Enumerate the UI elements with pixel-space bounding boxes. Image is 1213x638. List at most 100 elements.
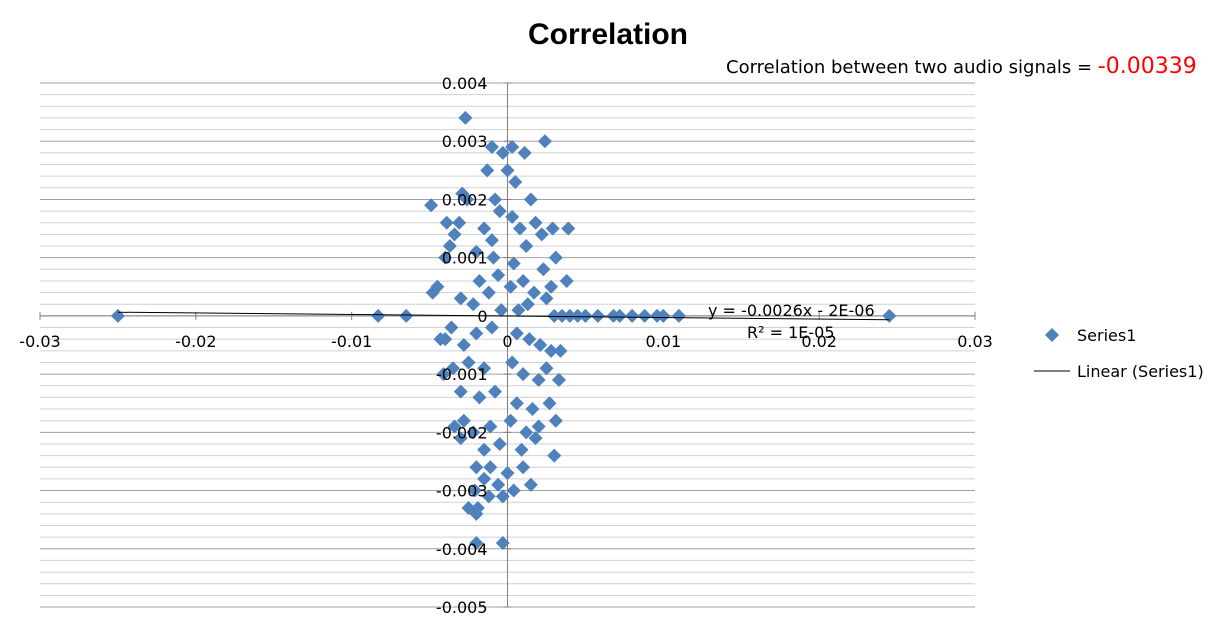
data-point bbox=[512, 221, 527, 236]
data-point bbox=[491, 477, 506, 492]
correlation-annotation: Correlation between two audio signals = … bbox=[726, 54, 1197, 79]
data-point bbox=[456, 413, 471, 428]
data-point bbox=[469, 244, 484, 259]
data-point bbox=[570, 308, 585, 323]
data-point bbox=[509, 396, 524, 411]
data-point bbox=[503, 413, 518, 428]
data-point bbox=[466, 297, 481, 312]
data-point bbox=[547, 308, 562, 323]
data-point bbox=[516, 367, 531, 382]
y-tick-label: -0.005 bbox=[436, 598, 488, 617]
data-point bbox=[438, 332, 453, 347]
data-point bbox=[491, 268, 506, 283]
data-point bbox=[472, 273, 487, 288]
data-point bbox=[447, 227, 462, 242]
data-point bbox=[637, 308, 652, 323]
data-point bbox=[470, 501, 485, 516]
data-point bbox=[469, 460, 484, 475]
data-point bbox=[544, 279, 559, 294]
y-tick-label: -0.004 bbox=[436, 540, 488, 559]
y-tick-label: 0.002 bbox=[442, 190, 488, 209]
data-point bbox=[625, 308, 640, 323]
trendline bbox=[117, 311, 890, 321]
correlation-label: Correlation between two audio signals = bbox=[726, 57, 1098, 78]
x-tick-label: -0.01 bbox=[331, 332, 372, 351]
data-point bbox=[533, 338, 548, 352]
data-point bbox=[882, 308, 897, 323]
data-point bbox=[486, 250, 501, 265]
data-point bbox=[506, 256, 521, 271]
data-point bbox=[528, 215, 543, 230]
data-point bbox=[500, 466, 515, 481]
data-point bbox=[511, 303, 526, 318]
data-point bbox=[544, 343, 559, 358]
data-point bbox=[477, 221, 492, 236]
data-point bbox=[483, 460, 498, 475]
data-point bbox=[612, 308, 627, 323]
data-point bbox=[453, 384, 468, 399]
data-point bbox=[456, 338, 471, 352]
data-point bbox=[110, 308, 125, 323]
data-point bbox=[516, 460, 531, 475]
data-point bbox=[509, 326, 524, 341]
data-point bbox=[520, 297, 535, 312]
data-point bbox=[442, 239, 457, 254]
data-point bbox=[519, 239, 534, 254]
data-point bbox=[656, 308, 671, 323]
data-point bbox=[545, 221, 560, 236]
data-point bbox=[477, 471, 492, 486]
data-point bbox=[492, 436, 507, 451]
x-tick-label: -0.02 bbox=[175, 332, 216, 351]
data-point bbox=[453, 431, 468, 446]
data-point bbox=[539, 291, 554, 306]
data-point bbox=[517, 145, 532, 160]
data-point bbox=[436, 367, 451, 382]
trendline-r-squared: R² = 1E-05 bbox=[747, 323, 835, 342]
data-point bbox=[371, 308, 386, 323]
data-point bbox=[516, 273, 531, 288]
data-point bbox=[455, 186, 470, 201]
data-point bbox=[506, 483, 521, 498]
data-point bbox=[458, 110, 473, 125]
data-point bbox=[481, 285, 496, 300]
data-point bbox=[522, 332, 537, 347]
data-point bbox=[495, 535, 510, 550]
data-point bbox=[503, 279, 518, 294]
data-point bbox=[590, 308, 605, 323]
data-point bbox=[500, 163, 515, 178]
legend-marker-series1 bbox=[1045, 328, 1059, 342]
data-point bbox=[484, 233, 499, 248]
data-point bbox=[495, 489, 510, 504]
data-point bbox=[484, 320, 499, 335]
tick-labels: -0.03 -0.02 -0.01 0 0.01 0.02 0.03 0.004 0.003 0.… bbox=[19, 74, 993, 617]
trendline-equation: y = -0.0026x - 2E-06 bbox=[708, 301, 875, 320]
correlation-value: -0.00339 bbox=[1097, 54, 1197, 79]
data-point bbox=[531, 419, 546, 434]
y-tick-label: -0.002 bbox=[436, 423, 488, 442]
data-point bbox=[539, 361, 554, 376]
data-point bbox=[547, 448, 562, 463]
chart-title: Correlation bbox=[527, 18, 689, 51]
data-point bbox=[430, 279, 445, 294]
data-point bbox=[671, 308, 686, 323]
data-point bbox=[528, 431, 543, 446]
data-point bbox=[536, 262, 551, 277]
trendline-group: y = -0.0026x - 2E-06 R² = 1E-05 bbox=[117, 301, 890, 342]
data-point bbox=[505, 140, 520, 155]
data-point bbox=[452, 215, 467, 230]
data-point bbox=[481, 489, 496, 504]
data-point bbox=[514, 442, 529, 457]
data-point bbox=[555, 308, 570, 323]
data-point bbox=[494, 303, 509, 318]
y-tick-label: -0.001 bbox=[436, 365, 488, 384]
x-tick-label: 0 bbox=[502, 332, 512, 351]
data-point bbox=[505, 209, 520, 224]
data-point bbox=[424, 198, 439, 213]
data-point bbox=[548, 413, 563, 428]
data-point bbox=[469, 535, 484, 550]
legend-label-linear: Linear (Series1) bbox=[1077, 362, 1204, 381]
y-tick-label: 0.003 bbox=[442, 132, 488, 151]
data-point bbox=[461, 355, 476, 370]
